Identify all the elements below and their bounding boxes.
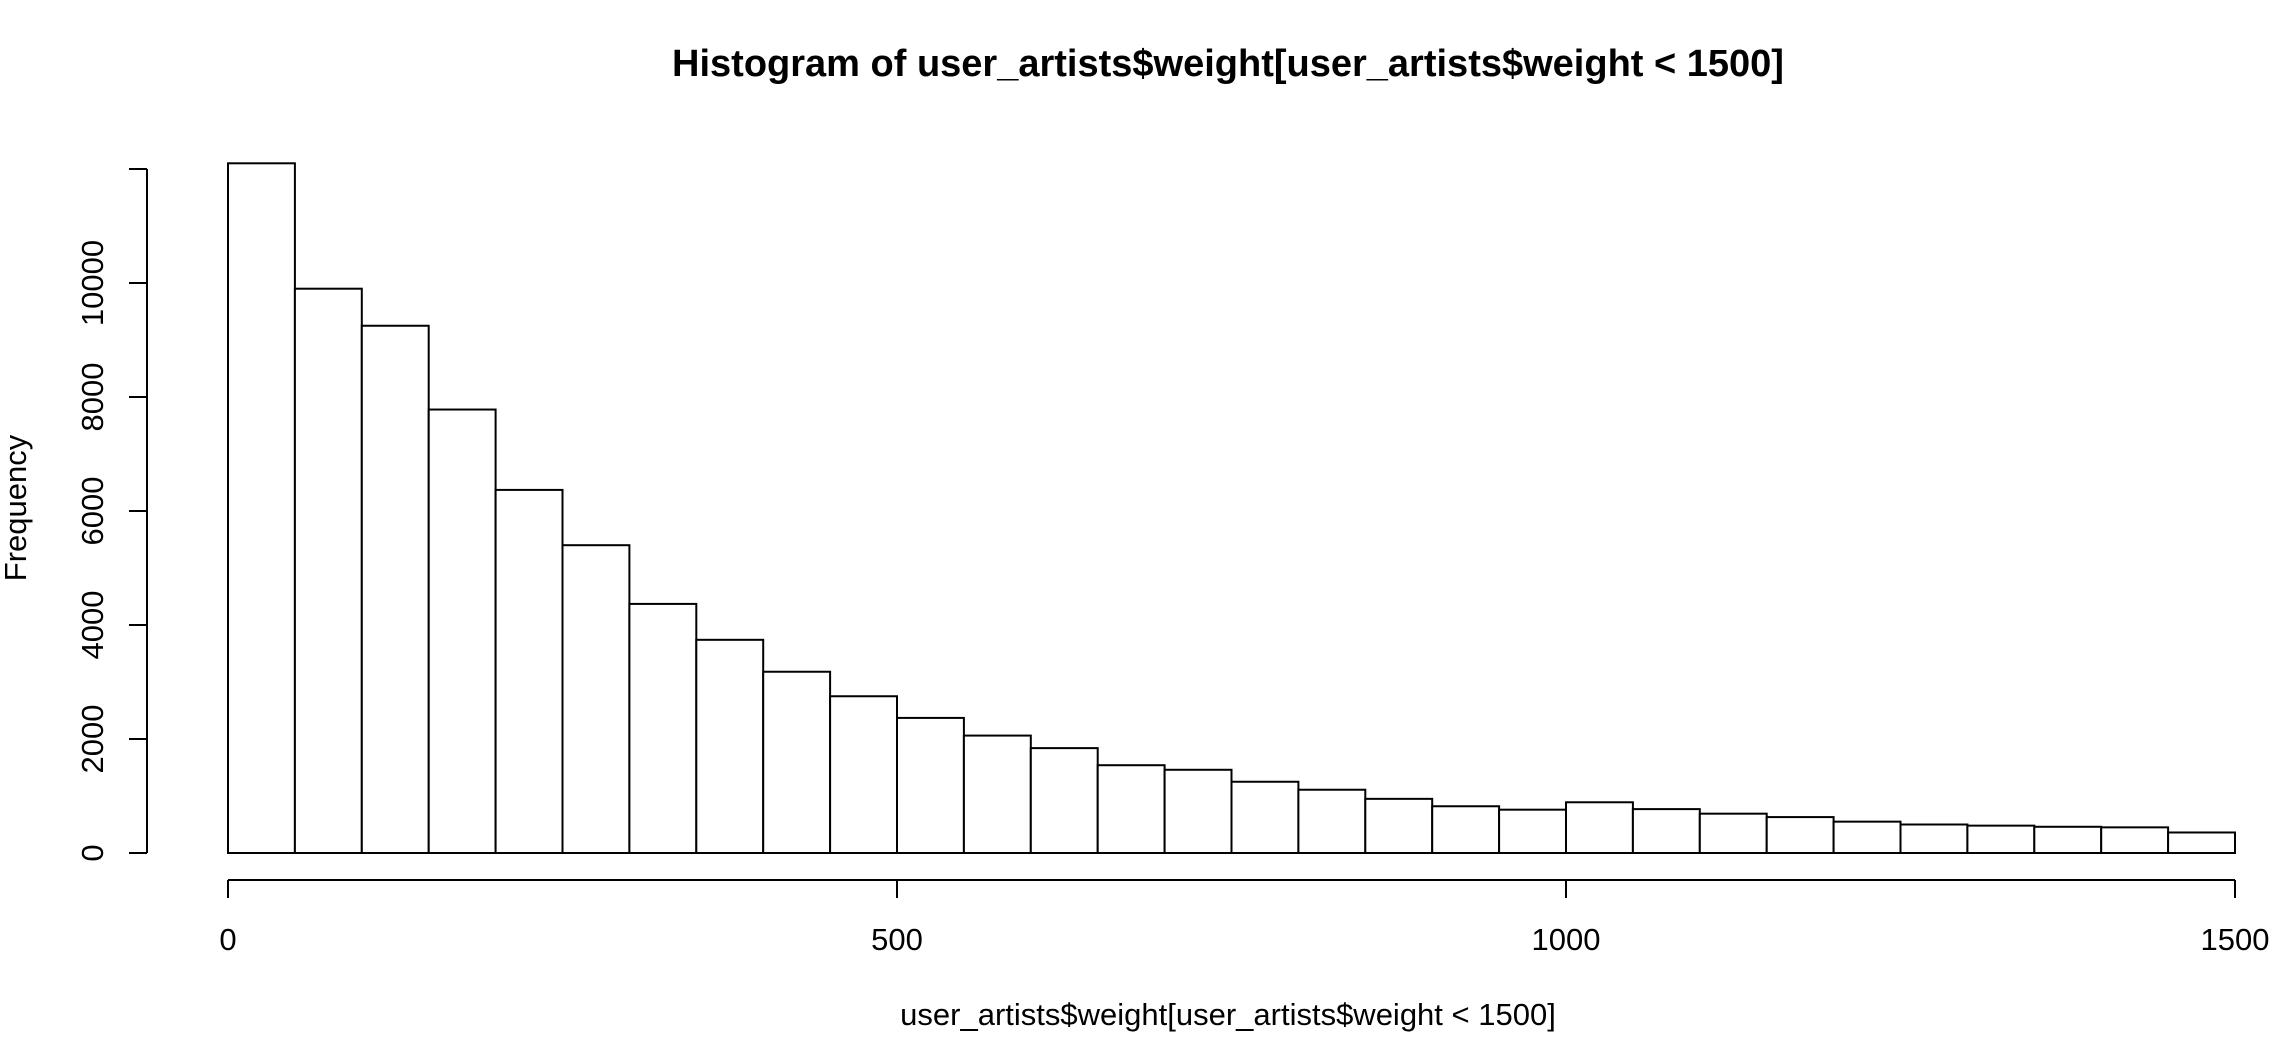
y-tick-label-0: 0 — [75, 844, 110, 861]
x-axis-label: user_artists$weight[user_artists$weight … — [900, 997, 1556, 1032]
y-tick-label-2: 4000 — [75, 591, 110, 660]
y-tick-label-3: 6000 — [75, 477, 110, 546]
histogram-bar-23 — [1765, 816, 1835, 855]
histogram-bar-24 — [1832, 820, 1902, 855]
histogram-bar-27 — [2033, 825, 2103, 855]
x-axis: 0 500 1000 1500 — [219, 879, 2270, 957]
histogram-bar-19 — [1498, 808, 1567, 854]
histogram-bar-25 — [1899, 823, 1969, 854]
histogram-bar-21 — [1631, 808, 1701, 854]
histogram-bar-11 — [962, 734, 1032, 855]
histogram-bar-10 — [896, 716, 965, 854]
x-tick-label-2: 1000 — [1532, 922, 1601, 957]
histogram-bar-16 — [1297, 788, 1367, 854]
x-tick-label-1: 500 — [871, 922, 923, 957]
histogram-bar-28 — [2100, 826, 2170, 854]
histogram-bar-12 — [1029, 747, 1099, 854]
histogram-bar-6 — [628, 602, 698, 854]
histogram-bar-15 — [1230, 780, 1300, 854]
histogram-bar-4 — [494, 488, 564, 854]
histogram-bar-1 — [293, 287, 363, 854]
histogram-bar-22 — [1698, 812, 1768, 854]
y-axis: 0 2000 4000 6000 8000 10000 — [75, 168, 148, 862]
histogram-bar-20 — [1565, 801, 1634, 855]
histogram-bar-29 — [2167, 831, 2237, 854]
bars-group — [227, 162, 2237, 855]
histogram-bar-2 — [360, 324, 430, 854]
y-tick-label-1: 2000 — [75, 705, 110, 774]
y-tick-label-5: 10000 — [75, 240, 110, 326]
histogram-bar-9 — [829, 695, 898, 854]
histogram-bar-13 — [1096, 764, 1166, 854]
x-tick-label-0: 0 — [219, 922, 236, 957]
histogram-bar-18 — [1431, 805, 1501, 855]
histogram-bar-3 — [427, 408, 497, 854]
histogram-bar-17 — [1364, 797, 1434, 854]
histogram-bar-7 — [695, 638, 765, 854]
histogram-bar-14 — [1163, 768, 1233, 855]
histogram-bar-0 — [227, 162, 296, 855]
histogram-bar-5 — [561, 544, 631, 854]
histogram-bar-8 — [762, 670, 832, 854]
x-tick-label-3: 1500 — [2201, 922, 2270, 957]
y-tick-label-4: 8000 — [75, 363, 110, 432]
y-axis-label: Frequency — [0, 434, 33, 581]
histogram-bar-26 — [1966, 824, 2036, 855]
chart-title: Histogram of user_artists$weight[user_ar… — [672, 43, 1784, 85]
